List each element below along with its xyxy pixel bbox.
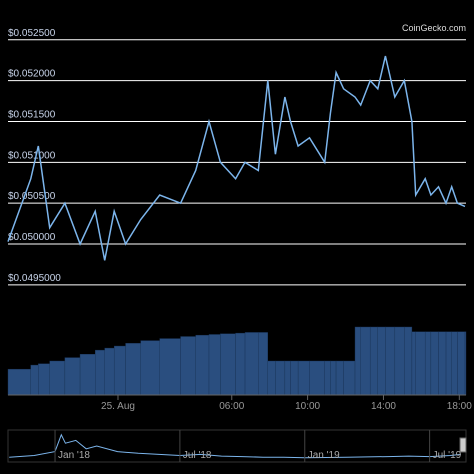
volume-bar xyxy=(125,343,141,396)
y-tick-label: $0.050000 xyxy=(8,232,56,243)
watermark: CoinGecko.com xyxy=(402,23,466,33)
volume-bar xyxy=(377,326,386,396)
volume-bar xyxy=(404,326,413,396)
volume-bar xyxy=(95,349,105,396)
navigator-label: Jul '18 xyxy=(183,450,212,461)
y-tick-label: $0.052500 xyxy=(8,28,56,39)
y-tick-label: $0.052000 xyxy=(8,69,56,80)
x-tick-label: 25. Aug xyxy=(101,401,135,412)
volume-bar xyxy=(354,326,361,396)
y-tick-label: $0.051500 xyxy=(8,109,56,120)
volume-bar xyxy=(159,338,181,396)
volume-bar xyxy=(275,360,286,396)
volume-bar xyxy=(424,331,432,396)
y-tick-label: $0.050500 xyxy=(8,191,56,202)
volume-bar xyxy=(324,360,331,396)
volume-bar xyxy=(297,360,310,396)
x-tick-label: 18:00 xyxy=(447,401,472,412)
navigator-label: Jan '19 xyxy=(308,450,340,461)
volume-bar xyxy=(464,331,467,396)
volume-bar xyxy=(49,360,66,396)
navigator-handle[interactable] xyxy=(459,437,467,453)
volume-bar xyxy=(451,331,458,396)
volume-bar xyxy=(309,360,325,396)
volume-bar xyxy=(104,347,115,396)
volume-bar xyxy=(267,360,276,396)
volume-bar xyxy=(235,332,246,396)
volume-bar xyxy=(30,364,39,396)
volume-bar xyxy=(438,331,447,396)
volume-bar xyxy=(195,334,210,396)
y-tick-label: $0.051000 xyxy=(8,150,56,161)
volume-bar xyxy=(220,333,236,396)
volume-bar xyxy=(330,360,337,396)
y-tick-label: $0.0495000 xyxy=(8,273,61,284)
price-line xyxy=(9,433,461,459)
navigator-label: Jul '19 xyxy=(433,450,462,461)
volume-bar xyxy=(64,357,81,396)
price-line xyxy=(7,55,466,261)
volume-bar xyxy=(343,360,356,396)
volume-bar xyxy=(38,363,50,396)
volume-bar xyxy=(284,360,291,396)
x-tick-label: 06:00 xyxy=(219,401,244,412)
volume-bar xyxy=(360,326,371,396)
navigator-label: Jan '18 xyxy=(58,450,90,461)
volume-bar xyxy=(430,331,439,396)
volume-bar xyxy=(369,326,378,396)
volume-bar xyxy=(445,331,452,396)
volume-bar xyxy=(385,326,396,396)
volume-bar xyxy=(79,354,96,396)
volume-bar xyxy=(415,331,426,396)
volume-bar xyxy=(180,336,196,396)
volume-bar xyxy=(7,368,31,396)
volume-bar xyxy=(140,340,160,396)
x-tick-label: 14:00 xyxy=(371,401,396,412)
volume-bar xyxy=(244,332,259,396)
volume-bar xyxy=(411,331,416,396)
volume-bar xyxy=(335,360,344,396)
volume-bar xyxy=(457,331,466,396)
volume-bar xyxy=(113,345,126,396)
volume-bar xyxy=(394,326,405,396)
x-tick-label: 10:00 xyxy=(295,401,320,412)
volume-bar xyxy=(290,360,299,396)
volume-bar xyxy=(258,332,268,396)
volume-bar xyxy=(208,334,221,396)
